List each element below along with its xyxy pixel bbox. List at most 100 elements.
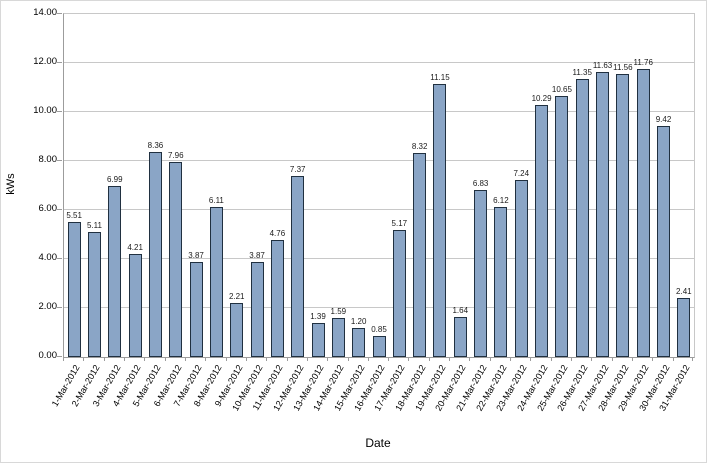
bar (413, 153, 427, 357)
y-tick-mark (57, 62, 62, 63)
y-tick-mark (57, 258, 62, 259)
bar (270, 240, 284, 357)
gridline (64, 209, 694, 210)
y-tick-mark (57, 307, 62, 308)
bar-value-label: 1.59 (330, 307, 347, 316)
bar (87, 232, 101, 357)
bar (67, 222, 81, 357)
x-tick-mark (165, 357, 166, 361)
bar-value-label: 4.76 (269, 229, 286, 238)
x-tick-mark (327, 357, 328, 361)
bar (169, 162, 183, 357)
y-tick-label: 14.00 (33, 7, 57, 18)
bar (392, 230, 406, 357)
x-tick-mark (185, 357, 186, 361)
bar (291, 176, 305, 357)
x-tick-mark (510, 357, 511, 361)
bar-value-label: 4.21 (127, 243, 143, 252)
y-tick-label: 2.00 (38, 301, 58, 312)
bar-value-label: 1.64 (452, 306, 469, 315)
bar (250, 262, 264, 357)
bar-value-label: 11.76 (633, 58, 653, 67)
y-axis-title: kWs (5, 173, 17, 195)
bar (535, 105, 549, 357)
bar-value-label: 8.36 (147, 141, 164, 150)
bar (657, 126, 671, 357)
y-tick-label: 12.00 (33, 56, 57, 67)
bar (636, 69, 650, 357)
x-tick-mark (226, 357, 227, 361)
x-tick-mark (673, 357, 674, 361)
x-tick-mark (368, 357, 369, 361)
x-axis-title: Date (365, 436, 391, 450)
x-tick-mark (63, 357, 64, 361)
x-tick-mark (591, 357, 592, 361)
y-tick-mark (57, 160, 62, 161)
bar-value-label: 7.96 (167, 151, 184, 160)
x-tick-mark (408, 357, 409, 361)
bar (230, 303, 244, 357)
bar (514, 180, 528, 357)
bar-value-label: 5.17 (391, 219, 408, 228)
x-tick-mark (571, 357, 572, 361)
x-tick-mark (429, 357, 430, 361)
x-tick-mark (449, 357, 450, 361)
bar (108, 186, 122, 357)
bar (311, 323, 325, 357)
bar-value-label: 2.41 (676, 287, 692, 296)
y-tick-mark (57, 209, 62, 210)
x-tick-mark (632, 357, 633, 361)
bar (453, 317, 467, 357)
x-tick-mark (490, 357, 491, 361)
gridline (64, 307, 694, 308)
bar (616, 74, 630, 357)
bar (128, 254, 142, 357)
bar-value-label: 6.99 (107, 175, 123, 184)
bar (433, 84, 447, 357)
x-tick-mark (307, 357, 308, 361)
bar-value-label: 5.51 (66, 211, 82, 220)
x-tick-mark (530, 357, 531, 361)
gridline (64, 160, 694, 161)
bar-value-label: 1.20 (350, 317, 367, 326)
bar (331, 318, 345, 357)
bar-value-label: 6.11 (208, 196, 224, 205)
bar-value-label: 11.56 (613, 63, 633, 72)
bar-value-label: 6.83 (472, 179, 489, 188)
bar (555, 96, 569, 357)
bar-value-label: 2.21 (228, 292, 245, 301)
gridline (64, 258, 694, 259)
y-tick-mark (57, 356, 62, 357)
x-tick-mark (83, 357, 84, 361)
bar-value-label: 5.11 (86, 221, 102, 230)
bar (494, 207, 508, 357)
bar-value-label: 11.15 (430, 73, 450, 82)
x-tick-mark (551, 357, 552, 361)
plot-area: 5.51 5.11 6.99 4.21 8.36 7.96 3.87 6.11 2.21 3.87… (63, 13, 695, 358)
bar (575, 79, 589, 357)
bar (372, 336, 386, 357)
bar (474, 190, 488, 357)
x-tick-mark (469, 357, 470, 361)
y-tick-label: 8.00 (38, 154, 58, 165)
x-tick-mark (612, 357, 613, 361)
bar-value-label: 6.12 (493, 196, 509, 205)
y-tick-mark (57, 111, 62, 112)
bar-value-label: 0.85 (371, 325, 387, 334)
x-tick-mark (205, 357, 206, 361)
bar (209, 207, 223, 357)
bar-value-label: 11.63 (592, 61, 613, 70)
x-tick-mark (692, 357, 693, 361)
bar (148, 152, 162, 357)
gridline (64, 62, 694, 63)
x-tick-mark (348, 357, 349, 361)
y-tick-label: 6.00 (38, 203, 58, 214)
bar (189, 262, 203, 357)
bar-value-label: 7.24 (513, 169, 530, 178)
bar (596, 72, 610, 357)
x-tick-mark (104, 357, 105, 361)
bar-value-label: 1.39 (310, 312, 326, 321)
gridline (64, 111, 694, 112)
bar-value-label: 3.87 (249, 251, 265, 260)
